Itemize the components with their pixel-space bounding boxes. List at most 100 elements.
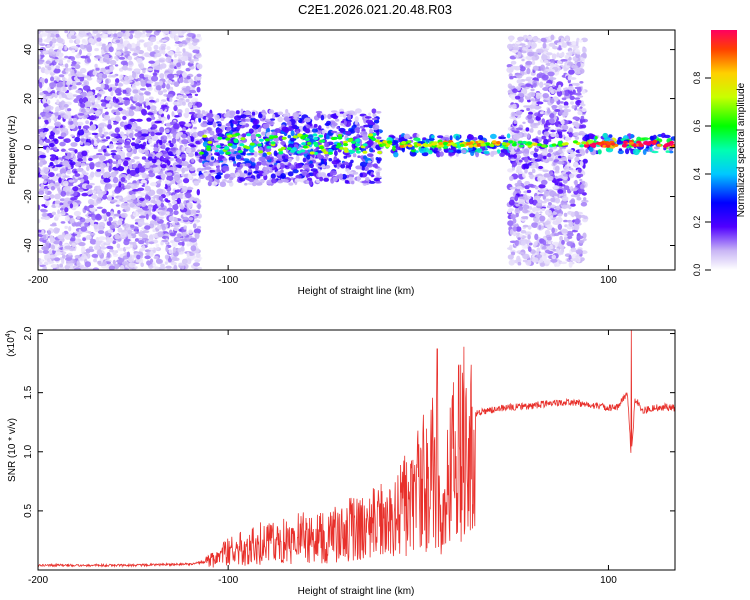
heatmap-cell [136, 254, 141, 260]
heatmap-cell [71, 233, 78, 236]
heatmap-cell [576, 108, 582, 112]
heatmap-cell [123, 36, 129, 40]
heatmap-cell [518, 170, 523, 174]
heatmap-cell [156, 188, 164, 195]
heatmap-cell [121, 261, 128, 266]
heatmap-cell [281, 126, 289, 132]
heatmap-cell [201, 110, 206, 115]
heatmap-cell [98, 155, 106, 161]
heatmap-cell [542, 93, 549, 99]
heatmap-cell [174, 115, 180, 118]
heatmap-cell [541, 208, 546, 211]
heatmap-cell [162, 150, 167, 154]
heatmap-cell [134, 238, 139, 242]
heatmap-cell [293, 113, 299, 120]
heatmap-cell [122, 223, 126, 226]
heatmap-cell [58, 52, 64, 57]
heatmap-cell [197, 109, 201, 115]
heatmap-cell [56, 43, 64, 46]
heatmap-cell [74, 47, 79, 51]
heatmap-cell [517, 261, 522, 266]
heatmap-cell [62, 175, 70, 178]
heatmap-cell [131, 231, 136, 234]
heatmap-cell [129, 132, 134, 139]
heatmap-cell [541, 255, 548, 261]
heatmap-cell [43, 195, 50, 200]
heatmap-cell [187, 152, 195, 158]
heatmap-cell [557, 178, 563, 182]
heatmap-cell [96, 197, 102, 204]
heatmap-cell [371, 117, 378, 121]
heatmap-cell [377, 167, 382, 171]
heatmap-cell [159, 73, 165, 79]
heatmap-cell [173, 123, 180, 130]
heatmap-cell [95, 172, 102, 178]
heatmap-cell [557, 149, 563, 153]
heatmap-cell [533, 241, 538, 246]
heatmap-cell [537, 165, 544, 170]
heatmap-cell [518, 196, 525, 200]
heatmap-cell [79, 264, 85, 270]
heatmap-cell [146, 68, 154, 71]
heatmap-cell [162, 39, 168, 42]
heatmap-cell [296, 130, 300, 134]
heatmap-cell [123, 99, 130, 106]
heatmap-cell [69, 218, 75, 224]
heatmap-cell [519, 233, 523, 237]
heatmap-cell [176, 46, 180, 53]
heatmap-cell [41, 212, 48, 218]
heatmap-cell [49, 41, 53, 46]
heatmap-cell [38, 125, 42, 129]
heatmap-cell [569, 167, 574, 171]
heatmap-cell [113, 154, 122, 160]
heatmap-cell [68, 147, 76, 151]
heatmap-cell [106, 162, 110, 166]
heatmap-cell [132, 195, 136, 200]
heatmap-cell [49, 72, 56, 76]
heatmap-cell [64, 245, 72, 250]
heatmap-cell [63, 180, 69, 187]
heatmap-cell [115, 142, 123, 145]
heatmap-cell [72, 85, 77, 90]
heatmap-cell [49, 237, 56, 242]
heatmap-cell [208, 160, 215, 167]
heatmap-cell [579, 178, 583, 182]
heatmap-cell [165, 142, 170, 146]
heatmap-cell [554, 109, 561, 112]
heatmap-cell [563, 165, 570, 172]
heatmap-cell [562, 125, 569, 130]
heatmap-cell [111, 222, 115, 225]
heatmap-cell [136, 180, 140, 185]
heatmap-cell [105, 78, 109, 85]
heatmap-cell [570, 194, 577, 198]
heatmap-cell [185, 192, 192, 199]
heatmap-cell [307, 177, 313, 181]
heatmap-cell [367, 160, 372, 163]
heatmap-cell [537, 130, 542, 135]
heatmap-cell [91, 98, 95, 103]
heatmap-cell [113, 122, 118, 125]
heatmap-cell [252, 181, 257, 187]
heatmap-cell [69, 237, 76, 242]
heatmap-cell [112, 161, 117, 165]
heatmap-cell [350, 159, 354, 164]
heatmap-cell [160, 263, 165, 268]
heatmap-cell [274, 128, 281, 134]
heatmap-cell [526, 67, 531, 75]
heatmap-cell [219, 181, 227, 188]
heatmap-cell [165, 156, 171, 160]
heatmap-cell [522, 172, 526, 178]
heatmap-cell [532, 125, 539, 129]
heatmap-cell [114, 127, 120, 133]
heatmap-cell [223, 113, 230, 118]
heatmap-cell [118, 181, 122, 188]
heatmap-cell [186, 243, 194, 247]
heatmap-cell [91, 253, 99, 258]
heatmap-cell [181, 231, 187, 237]
heatmap-cell [88, 109, 95, 114]
heatmap-cell [136, 57, 143, 64]
heatmap-cell [122, 122, 129, 125]
heatmap-cell [186, 186, 194, 191]
heatmap-cell [177, 247, 185, 252]
heatmap-cell [574, 97, 581, 100]
